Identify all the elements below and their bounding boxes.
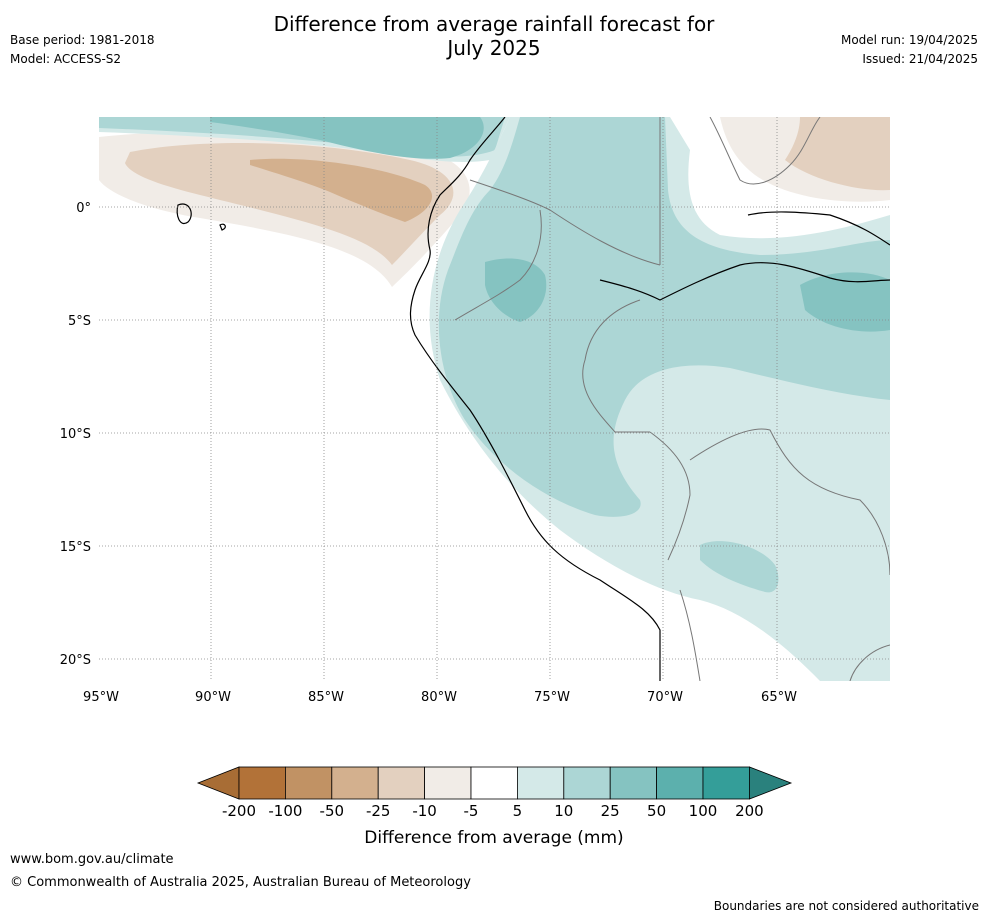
lat-label: 5°S — [68, 314, 91, 329]
lon-labels: 95°W 90°W 85°W 80°W 75°W 70°W 65°W — [83, 690, 797, 705]
chart-title: Difference from average rainfall forecas… — [0, 12, 988, 60]
footer-url[interactable]: www.bom.gov.au/climate — [10, 852, 174, 867]
colorbar-tick: 200 — [735, 802, 764, 820]
colorbar-tick: 50 — [647, 802, 666, 820]
colorbar-swatch — [563, 766, 611, 800]
colorbar-swatch — [284, 766, 333, 800]
base-period-text: Base period: 1981-2018 — [10, 33, 155, 47]
colorbar-swatch — [656, 766, 704, 800]
colorbar-tick: 25 — [601, 802, 620, 820]
colorbar-swatch — [609, 766, 658, 800]
lat-label: 15°S — [60, 540, 91, 555]
issued-text: Issued: 21/04/2025 — [862, 52, 978, 66]
footer-note: Boundaries are not considered authoritat… — [713, 899, 979, 913]
anomaly-contours — [99, 117, 890, 681]
colorbar-tick: -50 — [320, 802, 345, 820]
colorbar-swatch — [238, 766, 286, 800]
lat-label: 20°S — [60, 653, 91, 668]
title-line-1: Difference from average rainfall forecas… — [273, 12, 715, 36]
colorbar-arrow-left — [196, 766, 240, 800]
colorbar-swatch — [702, 766, 750, 800]
colorbar-swatch — [470, 766, 518, 800]
title-line-2: July 2025 — [447, 36, 541, 60]
contour-plus25-north — [210, 117, 484, 159]
lat-labels: 0° 5°S 10°S 15°S 20°S — [60, 201, 91, 668]
lon-label: 75°W — [534, 690, 570, 705]
lon-label: 90°W — [195, 690, 231, 705]
colorbar-label: Difference from average (mm) — [364, 828, 623, 848]
right-meta: Model run: 19/04/2025 Issued: 21/04/2025 — [841, 31, 978, 69]
model-run-text: Model run: 19/04/2025 — [840, 33, 978, 47]
contour-plus25-west — [485, 258, 547, 322]
contour-plus25-east — [800, 272, 890, 332]
colorbar-swatch — [424, 766, 472, 800]
colorbar-swatches — [196, 766, 793, 800]
lon-label: 65°W — [761, 690, 797, 705]
left-meta: Base period: 1981-2018 Model: ACCESS-S2 — [10, 31, 155, 69]
lon-label: 85°W — [308, 690, 344, 705]
lat-label: 0° — [76, 201, 91, 216]
colorbar-tick: -25 — [366, 802, 391, 820]
lon-label: 95°W — [83, 690, 119, 705]
colorbar-arrow-right — [749, 766, 793, 800]
lat-label: 10°S — [60, 427, 91, 442]
contour-minus25 — [250, 158, 433, 222]
colorbar-tick: -5 — [464, 802, 479, 820]
coastlines — [176, 117, 890, 681]
lon-label: 70°W — [647, 690, 683, 705]
contour-plus10-main — [438, 117, 890, 517]
colorbar-tick: -200 — [222, 802, 256, 820]
colorbar-tick: -100 — [268, 802, 302, 820]
lon-label: 80°W — [421, 690, 457, 705]
contour-minus10-ne — [785, 117, 890, 191]
colorbar-tick: 10 — [554, 802, 573, 820]
footer-copyright: © Commonwealth of Australia 2025, Austra… — [10, 875, 471, 890]
contour-plus10-south — [700, 541, 779, 593]
colorbar-tick: 5 — [513, 802, 523, 820]
gridlines — [99, 117, 890, 681]
colorbar-tick: 100 — [689, 802, 718, 820]
colorbar-ticks: -200 -100 -50 -25 -10 -5 5 10 25 50 100 … — [222, 802, 764, 820]
colorbar-swatch — [377, 766, 426, 800]
model-text: Model: ACCESS-S2 — [10, 52, 122, 66]
colorbar-swatch — [517, 766, 565, 800]
colorbar-tick: -10 — [412, 802, 437, 820]
colorbar-swatch — [331, 766, 379, 800]
